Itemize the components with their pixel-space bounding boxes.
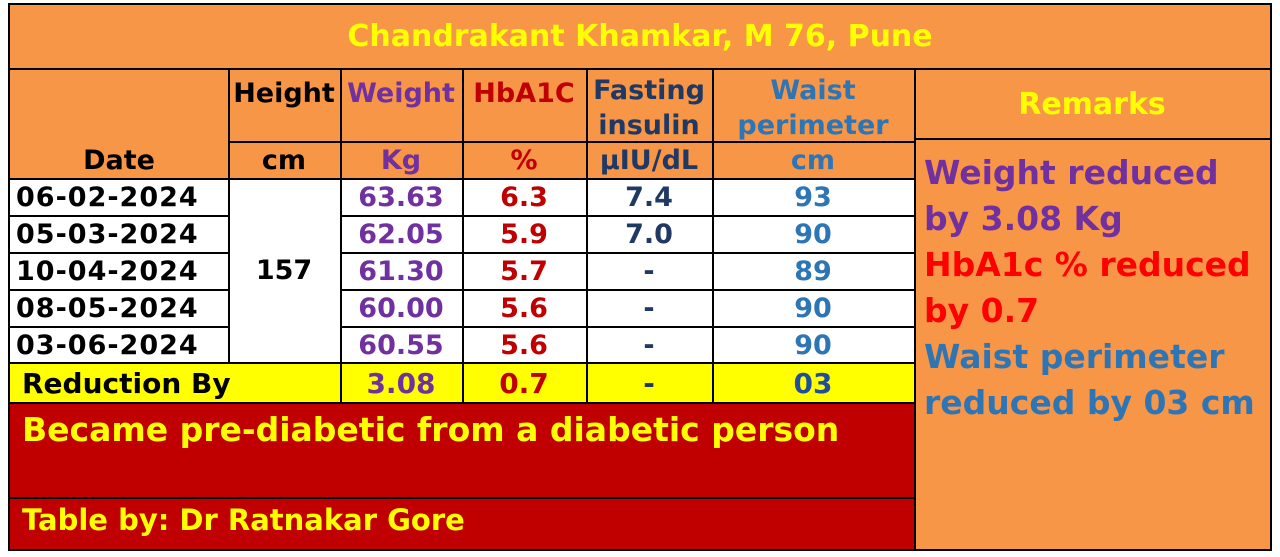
page-title: Chandrakant Khamkar, M 76, Pune <box>10 5 1270 70</box>
grid-line <box>340 215 914 217</box>
col-height-header: Height <box>233 78 335 109</box>
remarks-divider <box>914 70 916 549</box>
col-insulin-header: Fasting insulin <box>586 73 712 145</box>
height-value-cell: 157 <box>255 255 313 286</box>
col-insulin-unit: µIU/dL <box>599 145 699 176</box>
table-row: 08-05-2024 60.00 5.6 - 90 <box>10 290 914 326</box>
col-weight-unit: Kg <box>380 145 422 176</box>
waist-cell: 89 <box>794 255 832 287</box>
col-height-unit: cm <box>261 145 307 176</box>
credit-text: Table by: Dr Ratnakar Gore <box>22 503 465 537</box>
remarks-waist: Waist perimeter reduced by 03 cm <box>924 337 1255 422</box>
date-cell: 10-04-2024 <box>16 255 199 287</box>
hba1c-cell: 5.6 <box>500 292 548 324</box>
grid-line <box>10 252 228 254</box>
grid-line <box>462 70 464 403</box>
date-cell: 08-05-2024 <box>16 292 199 324</box>
table-row: 06-02-2024 63.63 6.3 7.4 93 <box>10 179 914 215</box>
reduction-weight: 3.08 <box>366 366 436 400</box>
date-cell: 03-06-2024 <box>16 329 199 361</box>
weight-cell: 60.55 <box>358 329 444 361</box>
col-hba1c-header: HbA1C <box>473 78 575 109</box>
remarks-header: Remarks <box>914 70 1270 140</box>
hba1c-cell: 6.3 <box>500 181 548 213</box>
weight-cell: 62.05 <box>358 218 444 250</box>
hba1c-cell: 5.7 <box>500 255 548 287</box>
grid-line <box>10 215 228 217</box>
grid-line <box>712 70 714 403</box>
table-row: 03-06-2024 60.55 5.6 - 90 <box>10 327 914 363</box>
grid-line <box>10 178 914 180</box>
date-cell: 05-03-2024 <box>16 218 199 250</box>
grid-line <box>228 141 914 143</box>
insulin-cell: - <box>643 255 655 287</box>
grid-line <box>228 70 230 363</box>
waist-cell: 90 <box>794 218 832 250</box>
summary-text: Became pre-diabetic from a diabetic pers… <box>22 410 840 449</box>
hba1c-cell: 5.6 <box>500 329 548 361</box>
col-waist-header-line1: Waist <box>770 75 856 106</box>
remarks-weight: Weight reduced by 3.08 Kg <box>924 153 1219 238</box>
grid-line <box>340 252 914 254</box>
reduction-hba1c: 0.7 <box>499 366 549 400</box>
grid-line <box>340 289 914 291</box>
grid-line <box>10 402 914 404</box>
waist-cell: 90 <box>794 292 832 324</box>
weight-cell: 61.30 <box>358 255 444 287</box>
remarks-body: Weight reduced by 3.08 Kg HbA1c % reduce… <box>924 150 1268 426</box>
table-row: 05-03-2024 62.05 5.9 7.0 90 <box>10 216 914 252</box>
grid-line <box>586 70 588 403</box>
table-frame: Chandrakant Khamkar, M 76, Pune Height W… <box>8 3 1272 551</box>
grid-line <box>10 326 228 328</box>
col-hba1c-unit: % <box>510 145 538 176</box>
grid-line <box>10 289 228 291</box>
hba1c-cell: 5.9 <box>500 218 548 250</box>
col-insulin-header-line2: insulin <box>598 110 700 141</box>
col-insulin-header-line1: Fasting <box>593 75 705 106</box>
waist-cell: 93 <box>794 181 832 213</box>
weight-cell: 60.00 <box>358 292 444 324</box>
col-waist-header-line2: perimeter <box>737 110 889 141</box>
remarks-hba1c: HbA1c % reduced by 0.7 <box>924 245 1251 330</box>
insulin-cell: 7.0 <box>625 218 673 250</box>
grid-line <box>340 70 342 403</box>
insulin-cell: 7.4 <box>625 181 673 213</box>
grid-line <box>340 326 914 328</box>
weight-cell: 63.63 <box>358 181 444 213</box>
col-date-header: Date <box>83 145 155 176</box>
grid-line <box>10 362 914 364</box>
grid-line <box>10 497 914 499</box>
waist-cell: 90 <box>794 329 832 361</box>
date-cell: 06-02-2024 <box>16 181 199 213</box>
col-weight-header: Weight <box>347 78 455 109</box>
reduction-waist: 03 <box>793 366 833 400</box>
table-row: 10-04-2024 61.30 5.7 - 89 <box>10 253 914 289</box>
reduction-insulin: - <box>643 366 655 400</box>
insulin-cell: - <box>643 329 655 361</box>
reduction-label: Reduction By <box>22 366 231 400</box>
summary-area <box>10 403 914 549</box>
col-waist-header: Waist perimeter <box>712 73 914 145</box>
col-waist-unit: cm <box>790 145 836 176</box>
insulin-cell: - <box>643 292 655 324</box>
